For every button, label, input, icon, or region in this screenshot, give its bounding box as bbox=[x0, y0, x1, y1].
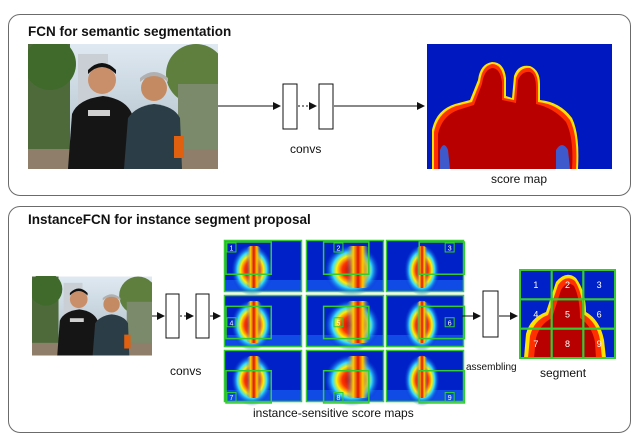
score-map-cell-label: 9 bbox=[448, 395, 452, 402]
instancefcn-panel-title: InstanceFCN for instance segment proposa… bbox=[28, 212, 311, 227]
segment-cell-label: 6 bbox=[597, 310, 602, 320]
score-map-tile: 6 bbox=[385, 294, 466, 351]
score-map-tile: 2 bbox=[305, 239, 385, 296]
segment-grid: 1 2 3 4 5 6 7 8 9 bbox=[519, 269, 616, 359]
assembling-block bbox=[482, 290, 499, 338]
score-map-cell-label: 2 bbox=[337, 246, 341, 253]
instancefcn-convs-label: convs bbox=[170, 364, 202, 378]
score-map-tile: 3 bbox=[385, 239, 466, 296]
fcn-conv-layer-1 bbox=[282, 83, 298, 130]
fcn-score-map bbox=[427, 44, 612, 169]
segment-cell-label: 8 bbox=[565, 339, 570, 349]
instance-sensitive-score-maps: 1 2 3 4 5 6 7 8 9 bbox=[223, 239, 466, 406]
fcn-panel-title: FCN for semantic segmentation bbox=[28, 24, 232, 39]
segment-cell-label: 1 bbox=[533, 280, 538, 290]
segment-cell-label: 5 bbox=[565, 310, 570, 320]
assembling-label: assembling bbox=[466, 362, 517, 373]
score-map-tile: 9 bbox=[385, 349, 466, 406]
instancefcn-conv-layer-1 bbox=[165, 293, 180, 339]
score-map-cell-label: 5 bbox=[337, 320, 341, 327]
score-map-cell-label: 8 bbox=[337, 395, 341, 402]
score-map-cell-label: 4 bbox=[230, 320, 234, 327]
instancefcn-input-photo bbox=[32, 276, 152, 356]
segment-cell-label: 2 bbox=[565, 280, 570, 290]
score-map-cell-label: 3 bbox=[448, 246, 452, 253]
score-maps-label: instance-sensitive score maps bbox=[253, 406, 414, 420]
segment-cell-label: 7 bbox=[533, 339, 538, 349]
score-map-cell-label: 1 bbox=[230, 246, 234, 253]
score-map-tile: 7 bbox=[223, 349, 303, 406]
score-map-tile: 5 bbox=[305, 294, 385, 351]
segment-cell-label: 4 bbox=[533, 310, 538, 320]
fcn-input-photo bbox=[28, 44, 218, 169]
fcn-conv-layer-2 bbox=[318, 83, 334, 130]
segment-cell-label: 3 bbox=[597, 280, 602, 290]
score-map-cell-label: 7 bbox=[230, 395, 234, 402]
segment-cell-label: 9 bbox=[597, 339, 602, 349]
instancefcn-conv-layer-2 bbox=[195, 293, 210, 339]
score-map-tile: 4 bbox=[223, 294, 303, 351]
fcn-convs-label: convs bbox=[290, 142, 322, 156]
score-map-tile: 8 bbox=[305, 349, 385, 406]
segment-label: segment bbox=[540, 366, 587, 380]
segment-cell bbox=[582, 327, 616, 359]
score-map-label: score map bbox=[491, 172, 548, 186]
score-map-cell-label: 6 bbox=[448, 320, 452, 327]
score-map-tile: 1 bbox=[223, 239, 303, 296]
